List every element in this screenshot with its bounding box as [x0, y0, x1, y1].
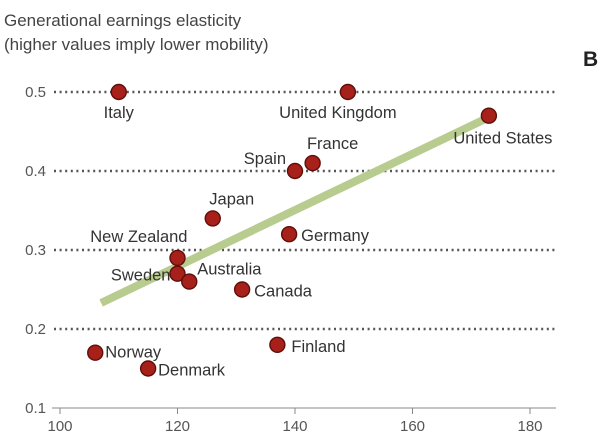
y-tick-label: 0.4 — [25, 163, 46, 180]
y-tick-label: 0.2 — [25, 321, 46, 338]
y-tick-label: 0.3 — [25, 242, 46, 259]
point-italy — [110, 83, 127, 101]
y-tick-label: 0.1 — [25, 400, 46, 417]
point-labels: Italy United Kingdom United States France Sp… — [90, 104, 552, 380]
point-germany — [280, 225, 298, 243]
x-axis: 0.1 0.2 0.3 0.4 0.5 100 120 140 160 180 — [25, 84, 556, 435]
point-label-spain: Spain — [244, 150, 286, 168]
point-label-france: France — [307, 135, 358, 153]
y-tick-label: 0.5 — [25, 84, 46, 101]
point-australia — [181, 273, 198, 290]
point-label-germany: Germany — [301, 227, 370, 245]
point-united-kingdom — [339, 83, 357, 101]
point-norway — [87, 344, 104, 361]
point-spain — [286, 162, 304, 180]
point-united-states — [480, 107, 498, 124]
trend-line-group — [99, 113, 491, 307]
point-finland — [269, 336, 286, 353]
point-denmark — [139, 360, 157, 377]
point-japan — [204, 210, 221, 227]
panel-label: B — [583, 48, 598, 71]
point-label-canada: Canada — [254, 283, 313, 301]
x-tick-label: 120 — [165, 418, 190, 435]
point-label-united-states: United States — [453, 130, 552, 148]
point-label-australia: Australia — [197, 261, 262, 279]
trend-line — [99, 113, 491, 307]
point-label-new-zealand: New Zealand — [90, 228, 187, 246]
point-label-norway: Norway — [105, 344, 162, 362]
point-canada — [233, 281, 251, 298]
x-tick-label: 160 — [400, 418, 425, 435]
point-france — [304, 154, 321, 172]
point-label-denmark: Denmark — [158, 362, 226, 380]
point-label-sweden: Sweden — [111, 267, 171, 285]
point-sweden — [169, 265, 186, 282]
point-label-finland: Finland — [291, 338, 345, 356]
point-new-zealand — [169, 249, 186, 267]
point-label-italy: Italy — [104, 104, 135, 122]
y-axis-title-line-2: (higher values imply lower mobility) — [4, 35, 269, 54]
point-label-japan: Japan — [209, 190, 254, 208]
y-axis-title-line-1: Generational earnings elasticity — [4, 11, 242, 30]
data-points — [87, 83, 498, 377]
x-tick-label: 100 — [47, 418, 72, 435]
x-tick-label: 180 — [517, 418, 542, 435]
x-tick-label: 140 — [282, 418, 307, 435]
point-label-united-kingdom: United Kingdom — [279, 104, 396, 122]
